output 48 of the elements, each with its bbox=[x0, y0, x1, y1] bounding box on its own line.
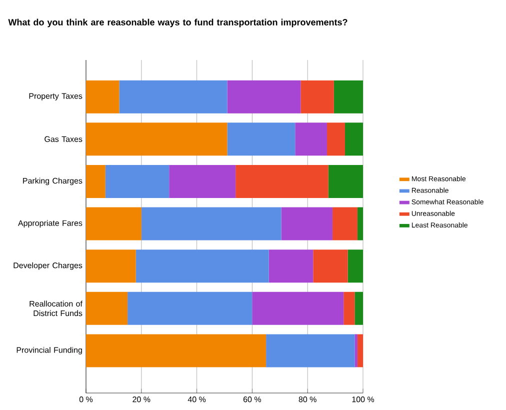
bar bbox=[357, 207, 363, 240]
x-tick-label: 60 % bbox=[243, 396, 262, 402]
bar bbox=[334, 80, 363, 114]
x-tick-label: 100 % bbox=[352, 396, 374, 402]
bar bbox=[86, 250, 136, 283]
bar bbox=[326, 122, 345, 156]
bar bbox=[227, 80, 301, 114]
bar bbox=[105, 164, 170, 198]
bar bbox=[357, 334, 363, 368]
x-tick-label: 40 % bbox=[188, 396, 206, 402]
y-tick-label: Gas Taxes bbox=[44, 136, 82, 142]
bar bbox=[86, 164, 106, 198]
bar bbox=[136, 250, 269, 283]
bar bbox=[313, 250, 348, 283]
y-tick-label: Appropriate Fares bbox=[18, 220, 82, 228]
bar bbox=[236, 164, 328, 198]
bar bbox=[354, 334, 358, 368]
bar bbox=[141, 207, 282, 240]
bar bbox=[300, 80, 334, 114]
y-tick-label: Parking Charges bbox=[23, 178, 82, 186]
y-tick-label: Property Taxes bbox=[29, 93, 82, 100]
bar bbox=[128, 292, 252, 325]
bar bbox=[86, 80, 120, 114]
bar bbox=[344, 122, 363, 156]
bar bbox=[332, 207, 358, 240]
bar bbox=[252, 292, 344, 325]
y-tick-label: Developer Charges bbox=[14, 262, 82, 270]
y-tick-label: Reallocation of District Funds bbox=[30, 300, 82, 316]
bar bbox=[86, 334, 266, 368]
chart-title: What do you think are reasonable ways to fund transportation improvements? bbox=[8, 18, 348, 28]
bar bbox=[348, 250, 363, 283]
bar bbox=[227, 122, 296, 156]
x-tick-label: 80 % bbox=[298, 396, 316, 402]
bar bbox=[86, 207, 142, 240]
y-tick-label: Provincial Funding bbox=[16, 346, 82, 354]
x-tick-label: 0 % bbox=[79, 396, 93, 402]
bar bbox=[281, 207, 333, 240]
x-tick-label: 20 % bbox=[132, 396, 150, 402]
bar bbox=[86, 292, 128, 325]
bar bbox=[344, 292, 355, 325]
bar bbox=[119, 80, 228, 114]
bar bbox=[268, 250, 314, 283]
bar bbox=[169, 164, 236, 198]
bar bbox=[328, 164, 363, 198]
bar bbox=[354, 292, 363, 325]
bar bbox=[86, 122, 228, 156]
bar bbox=[295, 122, 327, 156]
bar bbox=[266, 334, 355, 368]
